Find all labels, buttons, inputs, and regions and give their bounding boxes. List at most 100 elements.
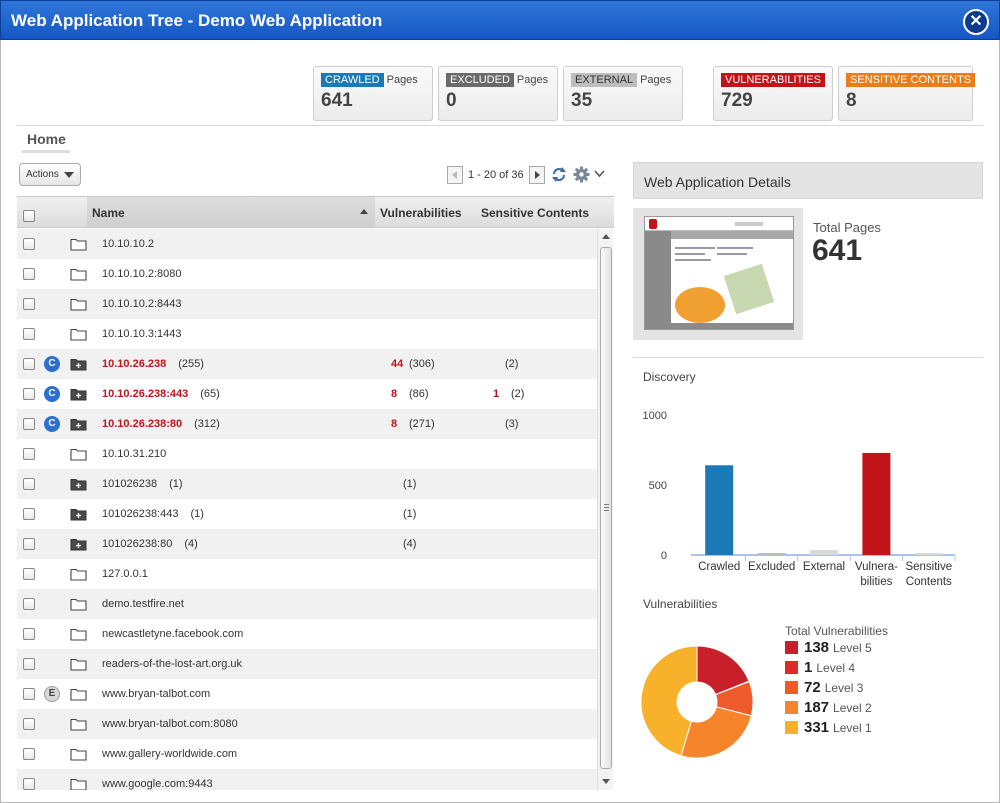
page-count: (312) [194,418,220,430]
select-all-checkbox[interactable] [23,210,35,222]
vulnerabilities-column-header[interactable]: Vulnerabilities [380,206,462,220]
row-checkbox[interactable] [23,568,35,580]
folder-expand-icon[interactable] [70,508,87,524]
row-checkbox[interactable] [23,238,35,250]
row-checkbox[interactable] [23,538,35,550]
host-name-link[interactable]: demo.testfire.net [102,598,184,610]
scrollbar-thumb[interactable] [600,247,612,769]
window-titlebar: Web Application Tree - Demo Web Applicat… [0,0,1000,40]
row-checkbox[interactable] [23,268,35,280]
table-row[interactable]: 127.0.0.1 [17,559,597,589]
host-name-link[interactable]: 10.10.26.238:443 (65) [102,388,220,400]
folder-icon[interactable] [70,628,87,644]
row-checkbox[interactable] [23,448,35,460]
folder-expand-icon[interactable] [70,418,87,434]
table-row[interactable]: 10.10.31.210 [17,439,597,469]
row-checkbox[interactable] [23,718,35,730]
prev-page-button[interactable] [447,166,463,184]
row-checkbox[interactable] [23,628,35,640]
table-row[interactable]: readers-of-the-lost-art.org.uk [17,649,597,679]
stat-card-crawled[interactable]: CRAWLED Pages 641 [313,66,433,121]
host-name-link[interactable]: www.gallery-worldwide.com [102,748,237,760]
row-checkbox[interactable] [23,508,35,520]
stat-card-vulnerabilities[interactable]: VULNERABILITIES 729 [713,66,833,121]
table-row[interactable]: www.bryan-talbot.com:8080 [17,709,597,739]
close-button[interactable]: ✕ [963,9,989,35]
folder-expand-icon[interactable] [70,478,87,494]
host-name-link[interactable]: readers-of-the-lost-art.org.uk [102,658,242,670]
host-name-link[interactable]: 10.10.31.210 [102,448,166,460]
table-row[interactable]: 101026238:80 (4) (4) [17,529,597,559]
host-name-link[interactable]: 101026238:80 (4) [102,538,198,550]
grid-scrollbar[interactable] [597,229,613,790]
row-checkbox[interactable] [23,478,35,490]
host-name-link[interactable]: 10.10.10.3:1443 [102,328,182,340]
actions-button[interactable]: Actions [19,163,81,186]
folder-expand-icon[interactable] [70,358,87,374]
folder-expand-icon[interactable] [70,538,87,554]
row-checkbox[interactable] [23,388,35,400]
folder-icon[interactable] [70,688,87,704]
folder-icon[interactable] [70,448,87,464]
table-row[interactable]: 101026238:443 (1) (1) [17,499,597,529]
row-checkbox[interactable] [23,658,35,670]
row-checkbox[interactable] [23,598,35,610]
host-name-link[interactable]: www.bryan-talbot.com:8080 [102,718,238,730]
stat-card-external[interactable]: EXTERNAL Pages 35 [563,66,683,121]
row-checkbox[interactable] [23,688,35,700]
table-row[interactable]: 10.10.10.2 [17,229,597,259]
row-checkbox[interactable] [23,328,35,340]
table-row[interactable]: www.gallery-worldwide.com [17,739,597,769]
host-name-link[interactable]: www.bryan-talbot.com [102,688,210,700]
host-name-link[interactable]: 101026238:443 (1) [102,508,204,520]
row-checkbox[interactable] [23,418,35,430]
table-row[interactable]: C 10.10.26.238 (255) 44 (306) (2) [17,349,597,379]
row-checkbox[interactable] [23,298,35,310]
name-column-header[interactable]: Name [87,197,375,227]
row-checkbox[interactable] [23,748,35,760]
folder-icon[interactable] [70,298,87,314]
gear-icon[interactable] [573,166,590,183]
table-row[interactable]: 10.10.10.2:8443 [17,289,597,319]
host-name-link[interactable]: 10.10.10.2:8080 [102,268,182,280]
table-row[interactable]: 101026238 (1) (1) [17,469,597,499]
table-row[interactable]: www.google.com:9443 [17,769,597,790]
host-name-link[interactable]: 10.10.26.238:80 (312) [102,418,220,430]
next-page-button[interactable] [529,166,545,184]
chevron-down-icon[interactable] [594,170,605,178]
folder-icon[interactable] [70,778,87,790]
folder-icon[interactable] [70,748,87,764]
table-row[interactable]: C 10.10.26.238:80 (312) 8 (271) (3) [17,409,597,439]
host-name-link[interactable]: 10.10.26.238 (255) [102,358,204,370]
folder-expand-icon[interactable] [70,388,87,404]
row-checkbox[interactable] [23,778,35,790]
folder-icon[interactable] [70,568,87,584]
host-name-link[interactable]: 10.10.10.2 [102,238,154,250]
scroll-down-icon[interactable] [602,779,610,784]
table-row[interactable]: newcastletyne.facebook.com [17,619,597,649]
host-name-link[interactable]: 10.10.10.2:8443 [102,298,182,310]
folder-icon[interactable] [70,658,87,674]
host-name-link[interactable]: www.google.com:9443 [102,778,213,790]
refresh-icon[interactable] [551,166,567,183]
row-checkbox[interactable] [23,358,35,370]
table-row[interactable]: 10.10.10.3:1443 [17,319,597,349]
stat-card-sensitive-contents[interactable]: SENSITIVE CONTENTS 8 [838,66,976,121]
host-name-link[interactable]: 127.0.0.1 [102,568,148,580]
folder-icon[interactable] [70,598,87,614]
scroll-up-icon[interactable] [602,234,610,239]
folder-icon[interactable] [70,268,87,284]
folder-icon[interactable] [70,238,87,254]
folder-icon[interactable] [70,718,87,734]
table-row[interactable]: 10.10.10.2:8080 [17,259,597,289]
table-row[interactable]: C 10.10.26.238:443 (65) 8 (86) 1 (2) [17,379,597,409]
folder-icon[interactable] [70,328,87,344]
home-tab[interactable]: Home [27,131,66,147]
sensitive-column-header[interactable]: Sensitive Contents [481,206,590,220]
host-name-link[interactable]: 101026238 (1) [102,478,183,490]
host-name-link[interactable]: newcastletyne.facebook.com [102,628,243,640]
table-row[interactable]: demo.testfire.net [17,589,597,619]
site-thumbnail [633,208,803,340]
stat-card-excluded[interactable]: EXCLUDED Pages 0 [438,66,558,121]
